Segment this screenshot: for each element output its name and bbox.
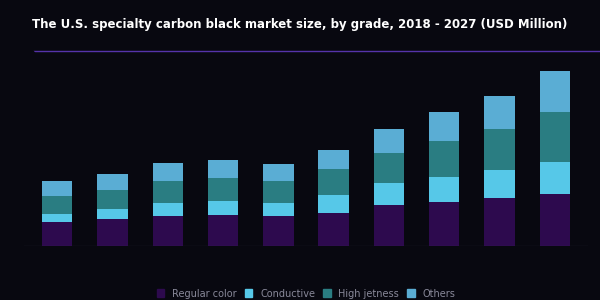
Bar bbox=[539, 162, 570, 194]
Bar bbox=[97, 219, 128, 246]
Bar bbox=[429, 177, 460, 202]
Bar bbox=[319, 150, 349, 169]
Polygon shape bbox=[0, 0, 36, 54]
Bar bbox=[484, 129, 515, 170]
Bar bbox=[374, 153, 404, 183]
Bar bbox=[263, 203, 293, 216]
Bar bbox=[152, 203, 183, 216]
Bar bbox=[319, 169, 349, 195]
Bar bbox=[484, 96, 515, 129]
Bar bbox=[152, 216, 183, 246]
Bar bbox=[263, 216, 293, 246]
Bar bbox=[484, 199, 515, 246]
Bar bbox=[429, 141, 460, 177]
Bar bbox=[263, 181, 293, 203]
Bar bbox=[97, 209, 128, 219]
Text: The U.S. specialty carbon black market size, by grade, 2018 - 2027 (USD Million): The U.S. specialty carbon black market s… bbox=[32, 18, 568, 31]
Bar bbox=[152, 163, 183, 181]
Bar bbox=[429, 202, 460, 246]
Bar bbox=[42, 196, 73, 214]
Bar bbox=[319, 195, 349, 212]
Bar bbox=[263, 164, 293, 181]
Bar bbox=[208, 201, 238, 215]
Bar bbox=[42, 214, 73, 222]
Bar bbox=[484, 170, 515, 199]
Bar bbox=[152, 181, 183, 203]
Bar bbox=[429, 112, 460, 141]
Bar bbox=[319, 212, 349, 246]
Bar bbox=[97, 174, 128, 190]
Bar bbox=[374, 129, 404, 153]
Bar bbox=[97, 190, 128, 209]
Bar bbox=[42, 222, 73, 246]
Legend: Regular color, Conductive, High jetness, Others: Regular color, Conductive, High jetness,… bbox=[154, 286, 458, 300]
Bar bbox=[374, 183, 404, 205]
Bar bbox=[208, 215, 238, 246]
Bar bbox=[539, 71, 570, 112]
Bar bbox=[539, 112, 570, 162]
Bar bbox=[42, 181, 73, 196]
Bar bbox=[539, 194, 570, 246]
Bar bbox=[208, 160, 238, 178]
Bar bbox=[374, 205, 404, 246]
Bar bbox=[208, 178, 238, 201]
